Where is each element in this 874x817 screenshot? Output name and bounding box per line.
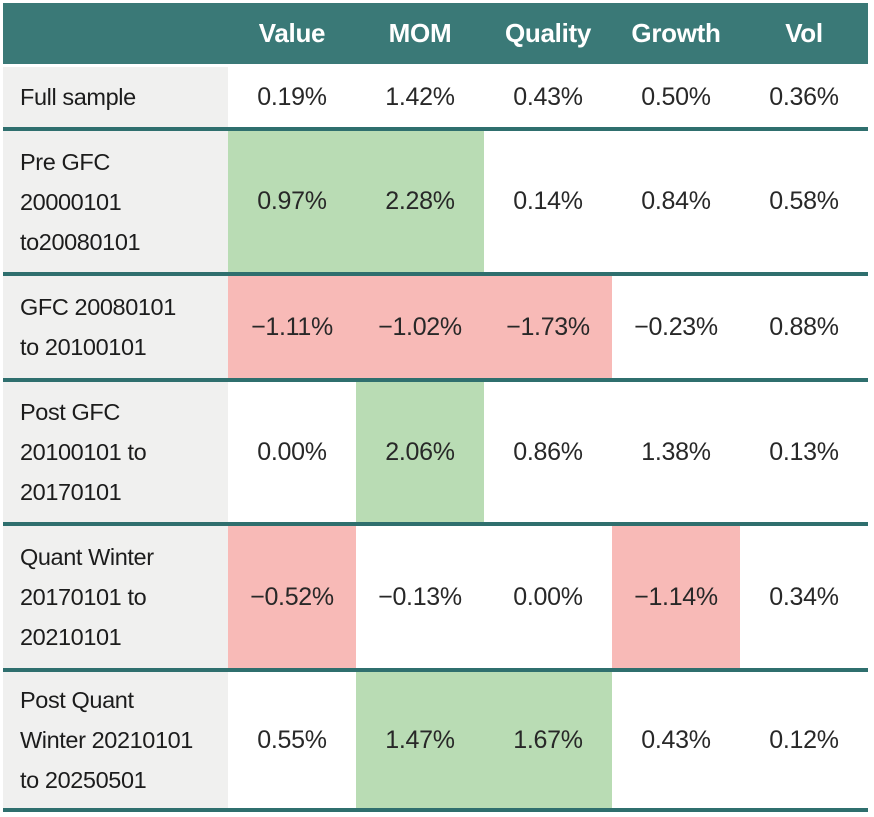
table-row-post-gfc: Post GFC 20100101 to 20170101 0.00% 2.06…	[3, 380, 868, 526]
row-label: Pre GFC 20000101 to20080101	[3, 129, 228, 276]
cell-vol: 0.13%	[740, 380, 868, 526]
table-row-post-quant-winter: Post Quant Winter 20210101 to 20250501 0…	[3, 670, 868, 812]
column-header-value: Value	[228, 3, 356, 67]
cell-value: 0.19%	[228, 65, 356, 131]
cell-mom: 1.42%	[356, 65, 484, 131]
cell-quality: 1.67%	[484, 670, 612, 812]
cell-quality: 0.86%	[484, 380, 612, 526]
cell-quality: −1.73%	[484, 274, 612, 382]
cell-quality: 0.14%	[484, 129, 612, 276]
column-header-mom: MOM	[356, 3, 484, 67]
cell-growth: −0.23%	[612, 274, 740, 382]
cell-quality: 0.00%	[484, 524, 612, 672]
table-row-quant-winter: Quant Winter 20170101 to 20210101 −0.52%…	[3, 524, 868, 672]
cell-growth: 0.50%	[612, 65, 740, 131]
column-header-quality: Quality	[484, 3, 612, 67]
cell-mom: 1.47%	[356, 670, 484, 812]
cell-value: −0.52%	[228, 524, 356, 672]
cell-vol: 0.58%	[740, 129, 868, 276]
cell-growth: 0.84%	[612, 129, 740, 276]
cell-vol: 0.12%	[740, 670, 868, 812]
row-label: Post GFC 20100101 to 20170101	[3, 380, 228, 526]
cell-value: 0.97%	[228, 129, 356, 276]
row-label: Quant Winter 20170101 to 20210101	[3, 524, 228, 672]
cell-quality: 0.43%	[484, 65, 612, 131]
row-label: GFC 20080101 to 20100101	[3, 274, 228, 382]
row-label: Full sample	[3, 65, 228, 131]
cell-mom: 2.06%	[356, 380, 484, 526]
table-row-full-sample: Full sample 0.19% 1.42% 0.43% 0.50% 0.36…	[3, 65, 868, 131]
cell-mom: 2.28%	[356, 129, 484, 276]
cell-mom: −0.13%	[356, 524, 484, 672]
factor-returns-table: Value MOM Quality Growth Vol Full sample…	[3, 3, 868, 812]
cell-growth: 0.43%	[612, 670, 740, 812]
table-row-gfc: GFC 20080101 to 20100101 −1.11% −1.02% −…	[3, 274, 868, 382]
cell-vol: 0.88%	[740, 274, 868, 382]
cell-value: −1.11%	[228, 274, 356, 382]
table-row-pre-gfc: Pre GFC 20000101 to20080101 0.97% 2.28% …	[3, 129, 868, 276]
cell-vol: 0.34%	[740, 524, 868, 672]
column-header-growth: Growth	[612, 3, 740, 67]
cell-growth: 1.38%	[612, 380, 740, 526]
cell-growth: −1.14%	[612, 524, 740, 672]
corner-cell	[3, 3, 228, 67]
cell-value: 0.00%	[228, 380, 356, 526]
column-header-vol: Vol	[740, 3, 868, 67]
row-label: Post Quant Winter 20210101 to 20250501	[3, 670, 228, 812]
cell-mom: −1.02%	[356, 274, 484, 382]
cell-value: 0.55%	[228, 670, 356, 812]
header-row: Value MOM Quality Growth Vol	[3, 3, 868, 67]
cell-vol: 0.36%	[740, 65, 868, 131]
